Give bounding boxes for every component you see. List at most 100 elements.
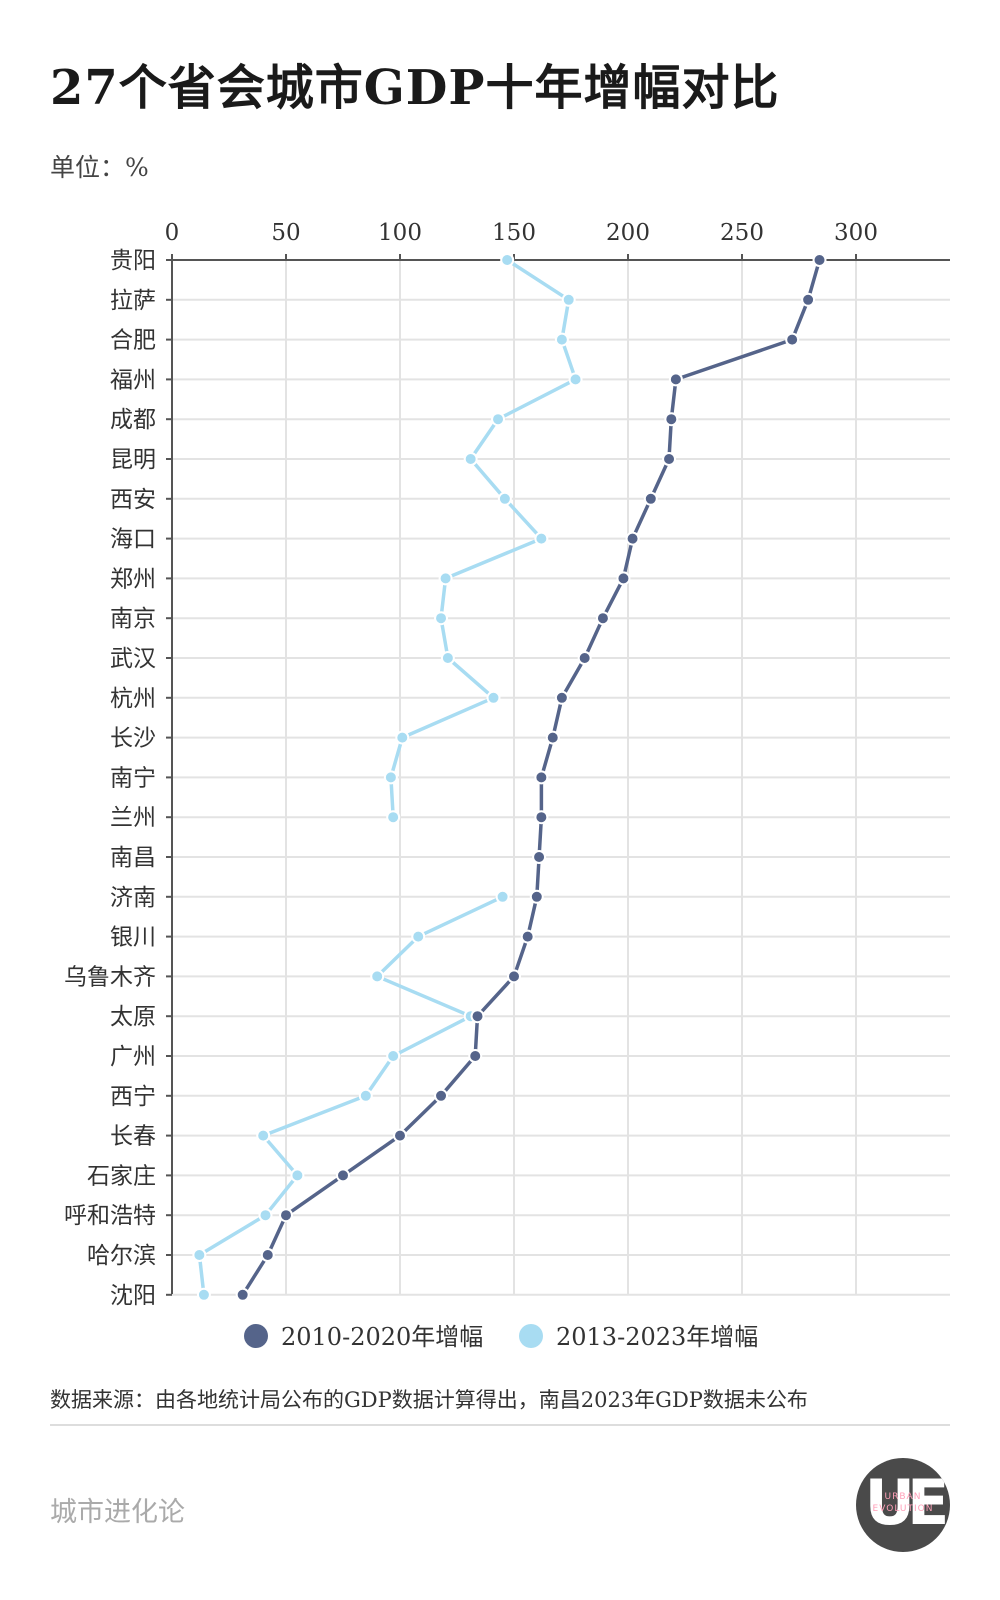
unit-label: 单位：% <box>50 153 149 182</box>
series-2010-2020-point <box>577 651 592 665</box>
series-2010-2020-point <box>434 1088 449 1103</box>
series-2013-2023-point <box>370 969 385 984</box>
series-2013-2023-point <box>386 1049 401 1063</box>
series-2013-2023-point <box>534 531 549 546</box>
series-2010-2020-point <box>393 1128 407 1143</box>
series-2013-2023-point <box>358 1088 373 1103</box>
brand-logo: UE URBAN EVOLUTION <box>856 1458 950 1552</box>
y-tick-label: 长沙 <box>110 726 156 752</box>
series-2013-2023-point <box>411 929 426 944</box>
x-tick-label: 0 <box>165 220 180 246</box>
series-2010-2020-point <box>470 1009 485 1024</box>
logo-text-evolution: EVOLUTION <box>872 1504 934 1514</box>
series-2013-2023-point <box>491 412 506 427</box>
y-tick-label: 呼和浩特 <box>64 1203 156 1229</box>
series-2013-2023-point <box>256 1128 271 1143</box>
x-tick-label: 300 <box>834 220 878 246</box>
series-2013-2023-point <box>192 1248 207 1262</box>
series-2013-2023-point <box>386 810 401 825</box>
logo-text-urban: URBAN <box>884 1492 922 1502</box>
x-tick-label: 200 <box>606 220 650 246</box>
series-2010-2020-point <box>468 1049 483 1063</box>
y-tick-label: 太原 <box>110 1004 156 1030</box>
series-2013-2023-point <box>383 770 398 785</box>
series-2010-2020-point <box>260 1248 275 1262</box>
series-2010-2020-point <box>235 1287 250 1302</box>
y-tick-label: 南宁 <box>110 765 156 791</box>
series-2013-2023-point <box>500 253 515 267</box>
series-2013-2023-point <box>561 292 576 307</box>
legend-2010-2020-marker <box>244 1324 268 1348</box>
legend-2013-2023-marker <box>519 1324 543 1348</box>
y-tick-label: 合肥 <box>110 328 156 354</box>
legend-2013-2023-label: 2013-2023年增幅 <box>556 1323 758 1351</box>
y-tick-label: 成都 <box>110 407 156 433</box>
series-2010-2020-point <box>507 969 521 984</box>
series-2013-2023-point <box>440 651 455 665</box>
series-2013-2023-point <box>438 571 453 586</box>
y-tick-label: 贵阳 <box>110 248 156 274</box>
chart-title: 27个省会城市GDP十年增幅对比 <box>50 60 780 116</box>
series-2010-2020-point <box>625 531 640 546</box>
series-2013-2023-point <box>486 690 501 705</box>
y-tick-label: 昆明 <box>110 447 156 473</box>
series-2010-2020-point <box>595 611 610 626</box>
series-2010-2020-point <box>279 1208 293 1223</box>
series-2010-2020-point <box>662 452 677 466</box>
series-2010-2020-point <box>785 332 800 347</box>
series-2013-2023-point <box>495 889 510 904</box>
series-2010-2020-point <box>534 770 549 785</box>
source-note: 数据来源：由各地统计局公布的GDP数据计算得出，南昌2023年GDP数据未公布 <box>50 1388 808 1412</box>
line-chart: 0 50 100 150 200 250 300 贵阳拉萨合肥福州成都昆明西安海口郑州南京武汉… <box>64 220 950 1351</box>
footer-divider <box>50 1424 950 1426</box>
y-tick-label: 西安 <box>110 487 156 513</box>
series-2013-2023-point <box>395 730 410 745</box>
series-2010-2020-point <box>534 810 549 825</box>
y-tick-label: 银川 <box>110 925 156 951</box>
series-2010-2020-point <box>520 929 535 944</box>
series-2013-2023-point <box>196 1287 211 1302</box>
y-tick-label: 长春 <box>110 1124 156 1150</box>
y-tick-label: 济南 <box>110 885 156 911</box>
legend-2010-2020-label: 2010-2020年增幅 <box>281 1323 483 1351</box>
series-2010-2020-point <box>643 491 658 506</box>
series-2010-2020-point <box>668 372 683 387</box>
y-tick-label: 杭州 <box>110 686 156 712</box>
y-tick-label: 福州 <box>110 367 156 393</box>
y-tick-label: 郑州 <box>110 566 156 592</box>
x-tick-label: 150 <box>492 220 536 246</box>
series-2013-2023-point <box>258 1208 273 1223</box>
y-tick-label: 哈尔滨 <box>87 1243 156 1269</box>
y-tick-label: 南昌 <box>110 845 156 871</box>
series-2013-2023-point <box>568 372 583 387</box>
series-2010-2020-point <box>529 889 544 904</box>
series-2010-2020-point <box>812 253 827 267</box>
y-tick-label: 石家庄 <box>87 1163 156 1189</box>
series-2010-2020-point <box>616 571 631 586</box>
series-2010-2020-point <box>801 292 816 307</box>
series-2010-2020-point <box>532 850 547 864</box>
x-tick-label: 100 <box>378 220 422 246</box>
series-2010-2020-point <box>545 730 560 745</box>
brand-name: 城市进化论 <box>50 1497 185 1528</box>
series-2010-2020-point <box>336 1168 350 1183</box>
y-tick-label: 沈阳 <box>110 1283 156 1309</box>
y-tick-label: 海口 <box>110 527 156 553</box>
y-tick-label: 南京 <box>110 606 156 632</box>
series-2013-2023-point <box>497 491 512 506</box>
series-2010-2020-point <box>554 690 569 705</box>
series-2010-2020-point <box>664 412 679 427</box>
y-tick-label: 兰州 <box>110 805 156 831</box>
y-tick-label: 拉萨 <box>110 288 156 314</box>
logo-mark: UE <box>864 1466 950 1539</box>
y-tick-label: 武汉 <box>110 646 156 672</box>
x-tick-label: 250 <box>720 220 764 246</box>
series-2013-2023-point <box>463 452 478 466</box>
y-tick-label: 乌鲁木齐 <box>64 964 156 990</box>
y-tick-label: 广州 <box>110 1044 156 1070</box>
series-2013-2023-point <box>434 611 449 626</box>
x-tick-label: 50 <box>271 220 300 246</box>
y-tick-label: 西宁 <box>110 1084 156 1110</box>
series-2013-2023-point <box>290 1168 305 1183</box>
series-2013-2023-point <box>554 332 569 347</box>
